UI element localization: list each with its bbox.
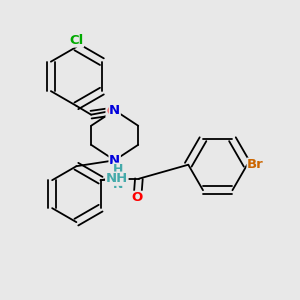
Text: NH: NH xyxy=(106,172,128,185)
Text: N: N xyxy=(109,104,120,117)
Text: O: O xyxy=(106,105,117,118)
Text: O: O xyxy=(132,191,143,204)
Text: N: N xyxy=(109,154,120,167)
Text: Cl: Cl xyxy=(69,34,83,47)
Text: Br: Br xyxy=(247,158,264,171)
Text: H
N: H N xyxy=(113,163,124,191)
